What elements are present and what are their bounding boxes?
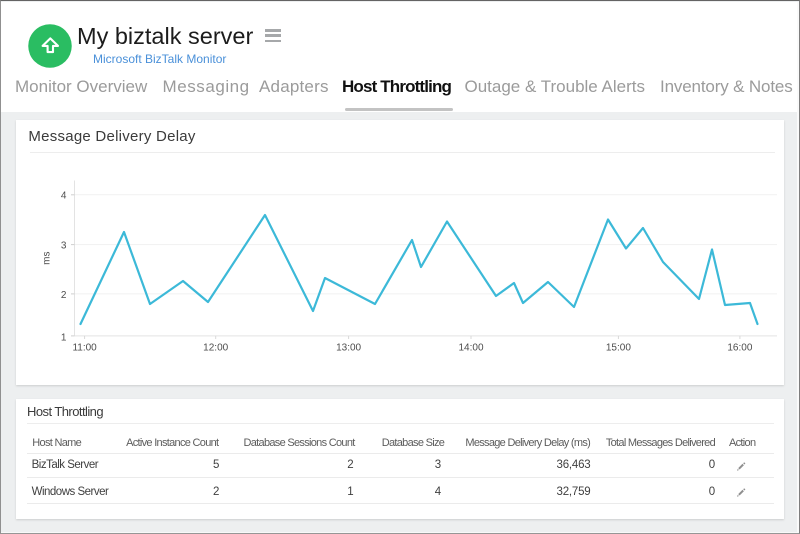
svg-text:3: 3 — [61, 241, 67, 252]
svg-text:13:00: 13:00 — [336, 343, 361, 354]
svg-text:11:00: 11:00 — [72, 343, 97, 354]
svg-text:14:00: 14:00 — [458, 343, 483, 354]
svg-text:16:00: 16:00 — [727, 343, 752, 354]
svg-text:2: 2 — [61, 290, 67, 301]
svg-text:ms: ms — [41, 252, 52, 265]
svg-text:12:00: 12:00 — [203, 343, 228, 354]
svg-text:1: 1 — [61, 332, 67, 343]
svg-text:4: 4 — [61, 191, 67, 202]
svg-text:15:00: 15:00 — [606, 343, 631, 354]
